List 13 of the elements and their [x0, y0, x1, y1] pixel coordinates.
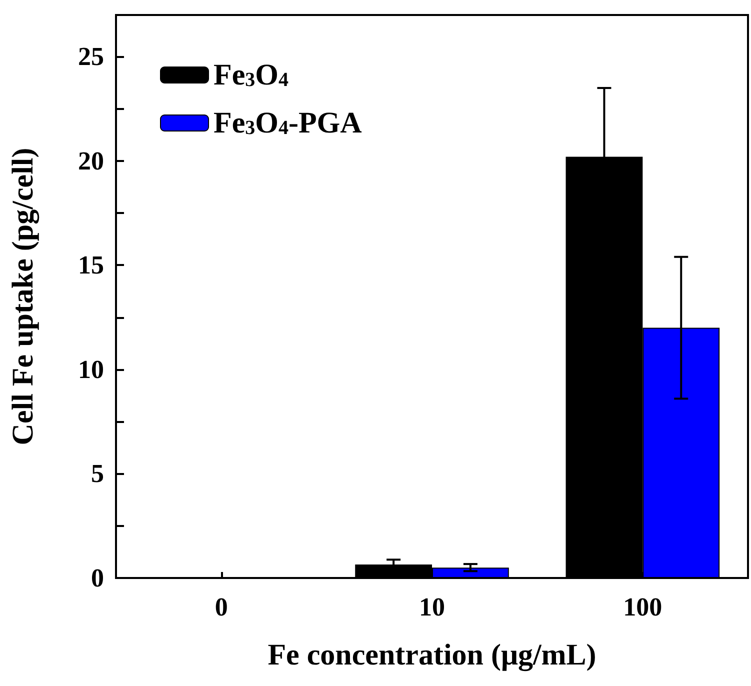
y-tick-label: 0	[91, 564, 104, 592]
x-tick-label: 0	[214, 592, 228, 622]
y-tick-label: 20	[78, 146, 104, 176]
y-tick-label: 15	[78, 250, 104, 280]
x-axis-title: Fe concentration (μg/mL)	[268, 638, 596, 672]
y-axis-title: Cell Fe uptake (pg/cell)	[6, 148, 40, 446]
y-tick-label: 5	[91, 459, 104, 488]
x-tick-label: 100	[623, 592, 662, 622]
legend-label: Fe3O4	[214, 58, 288, 92]
y-tick-label: 25	[78, 42, 104, 72]
y-tick-label: 10	[78, 354, 104, 384]
x-tick-label: 10	[419, 592, 445, 622]
legend-label: Fe3O4-PGA	[214, 106, 362, 140]
